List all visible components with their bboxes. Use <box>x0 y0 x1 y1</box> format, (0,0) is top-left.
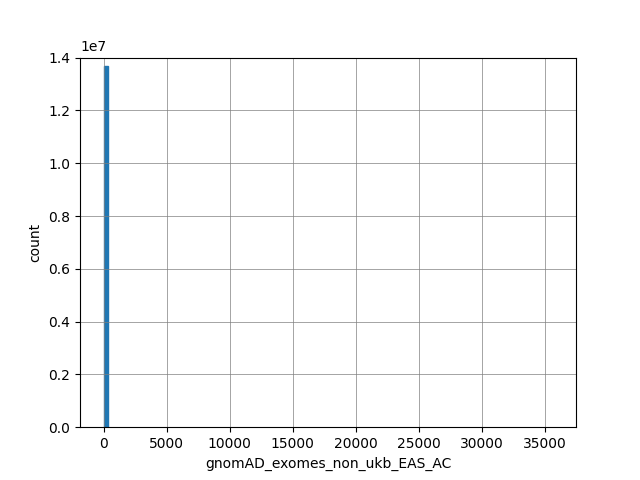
Bar <box>104 66 108 427</box>
Text: 1e7: 1e7 <box>80 40 106 54</box>
X-axis label: gnomAD_exomes_non_ukb_EAS_AC: gnomAD_exomes_non_ukb_EAS_AC <box>205 456 451 470</box>
Y-axis label: count: count <box>29 223 43 262</box>
